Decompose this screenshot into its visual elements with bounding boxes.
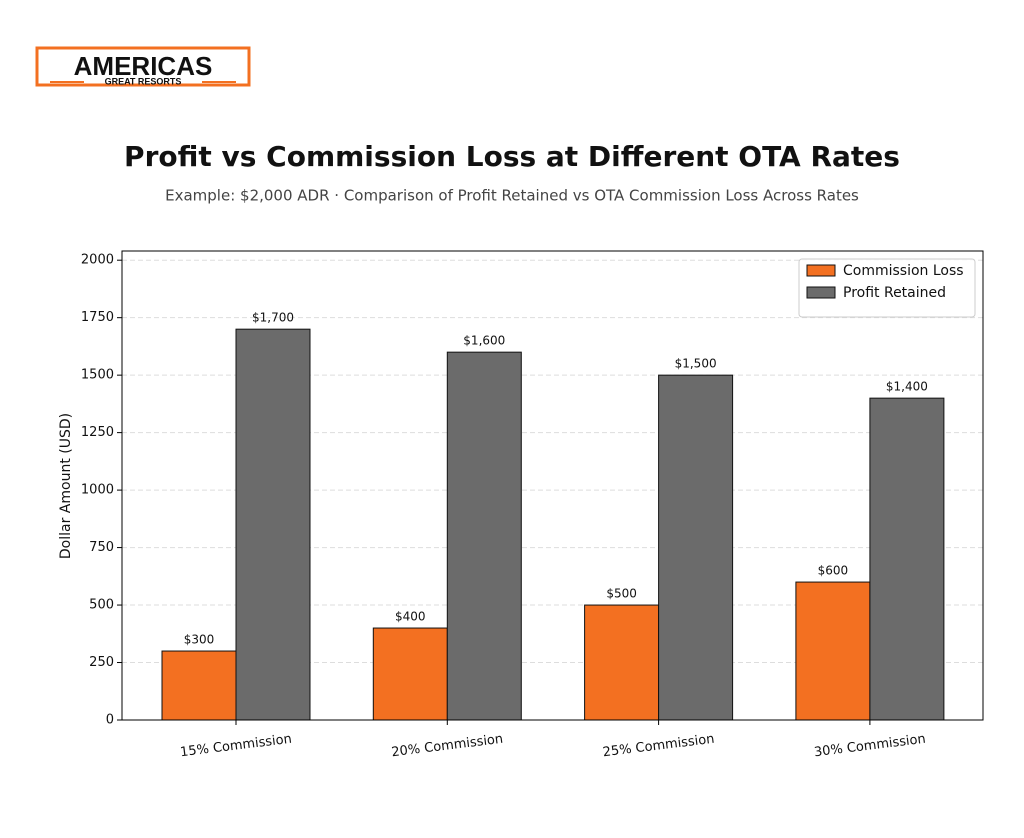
y-tick-label: 1250 bbox=[81, 425, 114, 440]
value-label: $500 bbox=[606, 587, 637, 601]
logo-frame bbox=[35, 46, 251, 87]
value-label: $1,700 bbox=[252, 311, 294, 325]
bar bbox=[446, 351, 522, 721]
value-label: $300 bbox=[184, 633, 215, 647]
bar bbox=[658, 374, 734, 721]
legend-swatch bbox=[806, 286, 836, 299]
y-tick-label: 250 bbox=[89, 655, 114, 670]
y-tick-label: 500 bbox=[89, 598, 114, 613]
legend-label: Profit Retained bbox=[843, 285, 946, 301]
logo-tagline: GREAT RESORTS bbox=[105, 76, 182, 86]
chart-subtitle: Example: $2,000 ADR · Comparison of Prof… bbox=[165, 187, 859, 205]
legend-label: Commission Loss bbox=[843, 263, 964, 279]
y-tick-label: 2000 bbox=[81, 253, 114, 268]
legend-swatch bbox=[806, 264, 836, 277]
y-tick-label: 1000 bbox=[81, 483, 114, 498]
bar bbox=[584, 604, 660, 721]
value-label: $600 bbox=[818, 564, 849, 578]
y-tick-label: 0 bbox=[106, 713, 114, 728]
logo: AMERICAS GREAT RESORTS bbox=[35, 46, 251, 87]
x-tick-label: 20% Commission bbox=[391, 732, 504, 761]
y-tick-label: 1750 bbox=[81, 310, 114, 325]
bar bbox=[795, 581, 871, 721]
value-label: $400 bbox=[395, 610, 426, 624]
x-tick-label: 15% Commission bbox=[179, 732, 292, 761]
bar bbox=[869, 397, 945, 721]
y-tick-label: 750 bbox=[89, 540, 114, 555]
value-label: $1,500 bbox=[675, 357, 717, 371]
value-label: $1,400 bbox=[886, 380, 928, 394]
plot-frame bbox=[121, 250, 984, 721]
legend-box bbox=[798, 258, 976, 318]
chart-title: Profit vs Commission Loss at Different O… bbox=[124, 140, 900, 173]
bar bbox=[161, 650, 237, 721]
logo-name: AMERICAS bbox=[74, 51, 213, 81]
bar bbox=[372, 627, 448, 721]
value-label: $1,600 bbox=[463, 334, 505, 348]
x-tick-label: 30% Commission bbox=[813, 732, 926, 761]
y-axis-label: Dollar Amount (USD) bbox=[58, 413, 74, 559]
y-tick-label: 1500 bbox=[81, 368, 114, 383]
bar bbox=[235, 328, 311, 721]
x-tick-label: 25% Commission bbox=[602, 732, 715, 761]
